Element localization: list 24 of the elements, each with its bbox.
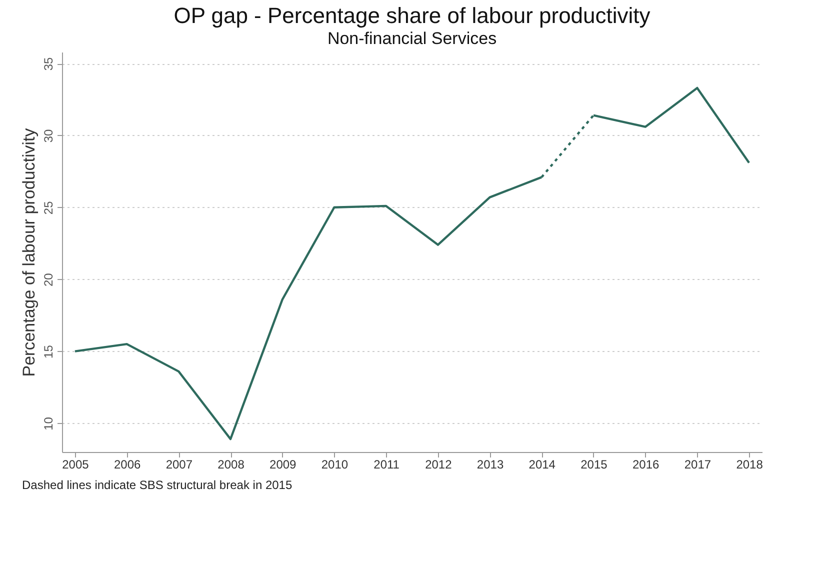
x-tick-label: 2005 [62,458,90,472]
x-tick-label: 2009 [270,458,297,472]
x-tick-label: 2013 [476,458,504,472]
y-tick-label: 35 [42,57,56,71]
y-tick-label: 25 [42,200,56,215]
x-tick-label: 2007 [166,458,193,472]
x-tick-label: 2008 [218,458,245,472]
y-tick-label: 10 [42,416,56,430]
x-tick-label: 2012 [425,458,452,472]
x-tick-label: 2015 [580,458,608,472]
y-tick-label: 15 [42,344,56,358]
x-tick-label: 2006 [114,458,141,472]
y-tick-label: 20 [42,272,56,287]
chart-subtitle: Non-financial Services [327,29,497,48]
y-tick-label: 30 [42,128,56,143]
x-tick-label: 2017 [684,458,712,472]
x-tick-label: 2018 [736,458,764,472]
x-tick-label: 2011 [374,458,400,472]
text: Dashed lines indicate SBS structural break in 2015 [22,478,292,492]
x-tick-label: 2016 [632,458,660,472]
x-tick-label: 2010 [321,458,348,472]
chart-title: OP gap - Percentage share of labour productivity [174,3,650,28]
x-tick-label: 2014 [528,458,556,472]
y-axis-title: Percentage of labour productivity [20,128,38,377]
